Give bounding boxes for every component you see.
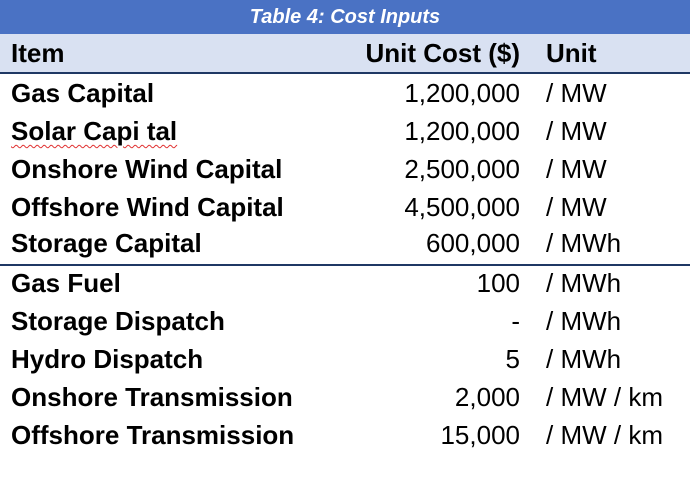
table-row: Storage Capital 600,000 / MWh [0, 224, 690, 262]
row-unit-cost: 600,000 [426, 228, 520, 258]
row-unit: / MW / km [546, 382, 663, 412]
row-unit: / MW [546, 192, 607, 222]
row-unit-cost: 2,000 [454, 382, 520, 412]
table-header-row: Item Unit Cost ($) Unit [0, 34, 690, 74]
table-row: Onshore Transmission 2,000 / MW / km [0, 378, 690, 416]
row-unit: / MWh [546, 228, 622, 258]
row-item: Hydro Dispatch [11, 344, 204, 374]
row-item: Storage Dispatch [11, 306, 225, 336]
section-divider [0, 264, 690, 266]
column-header-item: Item [11, 38, 65, 68]
row-unit-cost: 100 [476, 268, 520, 298]
row-unit-cost: 2,500,000 [404, 154, 520, 184]
table-row: Gas Capital 1,200,000 / MW [0, 74, 690, 112]
table-row: Hydro Dispatch 5 / MWh [0, 340, 690, 378]
row-item: Onshore Transmission [11, 382, 293, 412]
row-unit-cost: - [511, 306, 520, 336]
column-header-unit: Unit [546, 38, 597, 68]
row-unit-cost: 5 [505, 344, 520, 374]
row-unit-cost: 1,200,000 [404, 78, 520, 108]
row-item: Gas Fuel [11, 268, 121, 298]
row-unit: / MWh [546, 306, 622, 336]
row-unit-cost: 1,200,000 [404, 116, 520, 146]
row-unit-cost: 4,500,000 [404, 192, 520, 222]
row-item: Gas Capital [11, 78, 155, 108]
table-row: Offshore Transmission 15,000 / MW / km [0, 416, 690, 454]
row-item: Onshore Wind Capital [11, 154, 283, 184]
row-unit: / MW [546, 116, 607, 146]
row-item: Offshore Transmission [11, 420, 295, 450]
column-header-unit-cost: Unit Cost ($) [365, 38, 520, 68]
row-unit-cost: 15,000 [440, 420, 520, 450]
row-item: Offshore Wind Capital [11, 192, 284, 222]
table-row: Gas Fuel 100 / MWh [0, 264, 690, 302]
table-row: Solar Capi tal 1,200,000 / MW [0, 112, 690, 150]
row-item: Storage Capital [11, 228, 202, 258]
table-row: Offshore Wind Capital 4,500,000 / MW [0, 188, 690, 226]
row-unit: / MW / km [546, 420, 663, 450]
row-unit: / MWh [546, 268, 622, 298]
table-title: Table 4: Cost Inputs [0, 0, 690, 34]
table-row: Onshore Wind Capital 2,500,000 / MW [0, 150, 690, 188]
row-unit: / MWh [546, 344, 622, 374]
table-row: Storage Dispatch - / MWh [0, 302, 690, 340]
row-unit: / MW [546, 154, 607, 184]
row-item: Solar Capi tal [11, 116, 178, 146]
row-unit: / MW [546, 78, 607, 108]
